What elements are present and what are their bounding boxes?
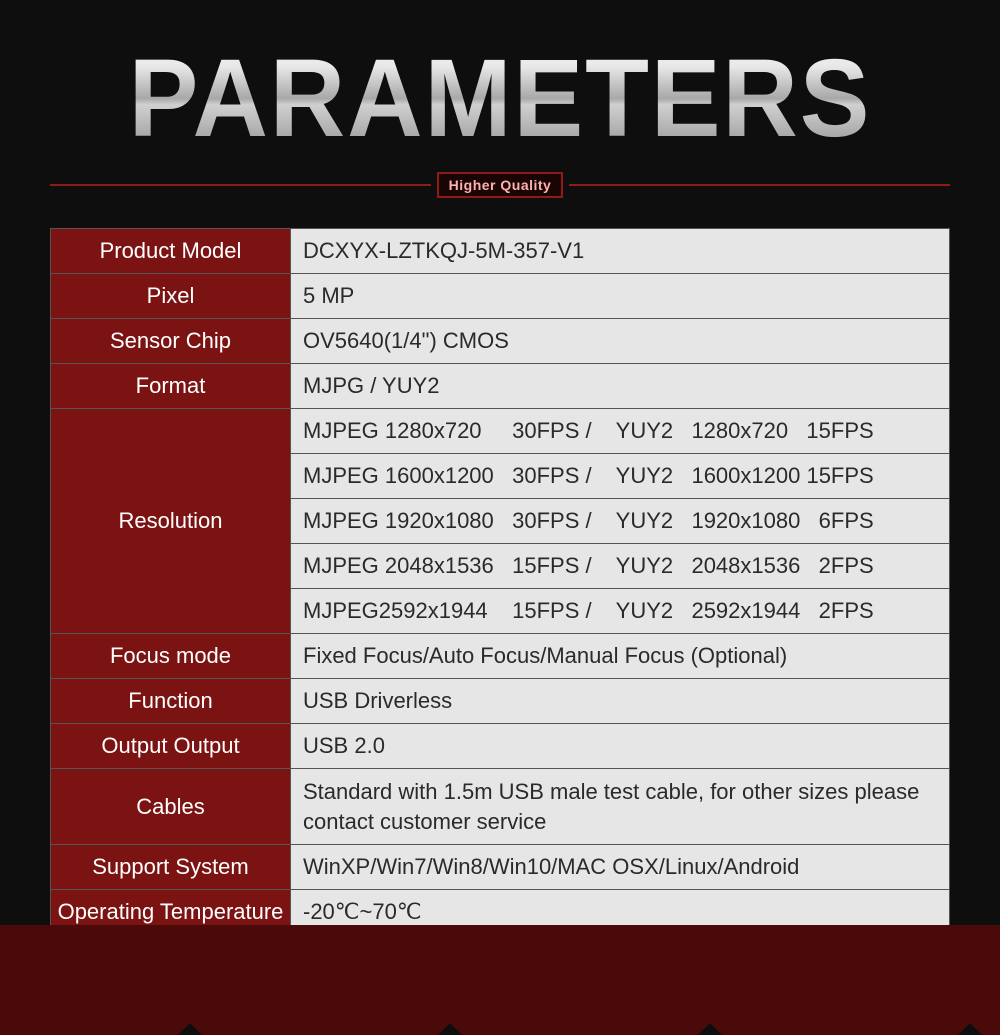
spec-value: MJPEG 2048x1536 15FPS / YUY2 2048x1536 2…: [291, 544, 950, 589]
table-row: Output OutputUSB 2.0: [51, 724, 950, 769]
table-row: Focus modeFixed Focus/Auto Focus/Manual …: [51, 634, 950, 679]
spec-value: WinXP/Win7/Win8/Win10/MAC OSX/Linux/Andr…: [291, 845, 950, 890]
spec-value: MJPG / YUY2: [291, 364, 950, 409]
spec-value: DCXYX-LZTKQJ-5M-357-V1: [291, 229, 950, 274]
table-row: FormatMJPG / YUY2: [51, 364, 950, 409]
spec-value: MJPEG 1280x720 30FPS / YUY2 1280x720 15F…: [291, 409, 950, 454]
spec-label: Pixel: [51, 274, 291, 319]
spec-label: Sensor Chip: [51, 319, 291, 364]
spec-label: Product Model: [51, 229, 291, 274]
spec-label: Focus mode: [51, 634, 291, 679]
spec-value: Standard with 1.5m USB male test cable, …: [291, 769, 950, 845]
table-row: FunctionUSB Driverless: [51, 679, 950, 724]
table-row: Pixel5 MP: [51, 274, 950, 319]
spec-value: Fixed Focus/Auto Focus/Manual Focus (Opt…: [291, 634, 950, 679]
chevron-decoration: [0, 925, 1000, 1035]
spec-value: OV5640(1/4") CMOS: [291, 319, 950, 364]
spec-value: MJPEG 1600x1200 30FPS / YUY2 1600x1200 1…: [291, 454, 950, 499]
table-row: Sensor ChipOV5640(1/4") CMOS: [51, 319, 950, 364]
spec-value: USB 2.0: [291, 724, 950, 769]
spec-value: MJPEG2592x1944 15FPS / YUY2 2592x1944 2F…: [291, 589, 950, 634]
divider-line-left: [50, 184, 431, 186]
divider: Higher Quality: [50, 172, 950, 198]
spec-label: Format: [51, 364, 291, 409]
spec-label: Support System: [51, 845, 291, 890]
spec-label: Output Output: [51, 724, 291, 769]
divider-line-right: [569, 184, 950, 186]
page-title: PARAMETERS: [25, 35, 975, 162]
table-row: Support SystemWinXP/Win7/Win8/Win10/MAC …: [51, 845, 950, 890]
spec-label: Resolution: [51, 409, 291, 634]
table-row: CablesStandard with 1.5m USB male test c…: [51, 769, 950, 845]
spec-value: 5 MP: [291, 274, 950, 319]
spec-value: USB Driverless: [291, 679, 950, 724]
spec-value: MJPEG 1920x1080 30FPS / YUY2 1920x1080 6…: [291, 499, 950, 544]
spec-label: Function: [51, 679, 291, 724]
table-row: Product ModelDCXYX-LZTKQJ-5M-357-V1: [51, 229, 950, 274]
table-row: ResolutionMJPEG 1280x720 30FPS / YUY2 12…: [51, 409, 950, 454]
spec-label: Cables: [51, 769, 291, 845]
spec-table: Product ModelDCXYX-LZTKQJ-5M-357-V1Pixel…: [50, 228, 950, 935]
quality-badge: Higher Quality: [437, 172, 564, 198]
